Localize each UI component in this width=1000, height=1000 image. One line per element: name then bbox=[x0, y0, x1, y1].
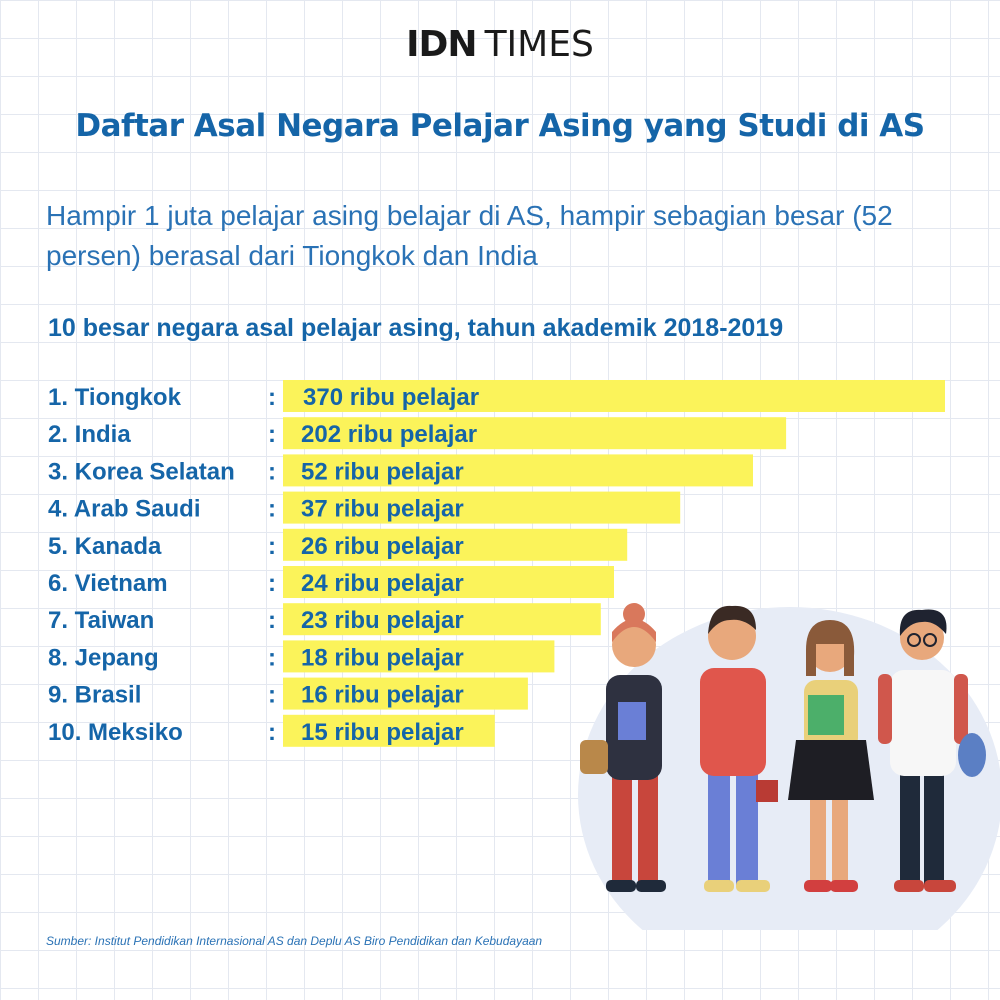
bar-10 bbox=[283, 714, 495, 747]
value-label-1: 370 ribu pelajar bbox=[303, 384, 479, 411]
category-label-1: 1. Tiongkok bbox=[48, 384, 182, 411]
chart-title: 10 besar negara asal pelajar asing, tahu… bbox=[48, 314, 784, 342]
separator-4: : bbox=[268, 496, 276, 523]
bar-2 bbox=[283, 417, 787, 450]
bar-5 bbox=[283, 528, 628, 561]
value-label-10: 15 ribu pelajar bbox=[301, 719, 464, 746]
category-label-4: 4. Arab Saudi bbox=[48, 496, 200, 523]
source-note: Sumber: Institut Pendidikan Internasiona… bbox=[46, 934, 543, 948]
category-label-3: 3. Korea Selatan bbox=[48, 458, 235, 485]
separator-6: : bbox=[268, 570, 276, 597]
value-label-3: 52 ribu pelajar bbox=[301, 458, 464, 485]
page-title: Daftar Asal Negara Pelajar Asing yang St… bbox=[75, 108, 925, 144]
bar-7 bbox=[283, 603, 601, 636]
bar-4 bbox=[283, 491, 681, 524]
value-label-7: 23 ribu pelajar bbox=[301, 607, 464, 634]
separator-2: : bbox=[268, 421, 276, 448]
student-2 bbox=[700, 605, 778, 892]
category-label-8: 8. Jepang bbox=[48, 644, 159, 671]
bar-8 bbox=[283, 640, 555, 673]
bar-3 bbox=[283, 454, 753, 487]
page-subtitle: Hampir 1 juta pelajar asing belajar di A… bbox=[46, 200, 893, 271]
category-label-6: 6. Vietnam bbox=[48, 570, 168, 597]
category-label-10: 10. Meksiko bbox=[48, 719, 183, 746]
value-label-6: 24 ribu pelajar bbox=[301, 570, 464, 597]
category-label-7: 7. Taiwan bbox=[48, 607, 154, 634]
value-label-4: 37 ribu pelajar bbox=[301, 496, 464, 523]
category-label-5: 5. Kanada bbox=[48, 533, 162, 560]
brand-logo: IDN TIMES bbox=[0, 24, 1000, 65]
separator-8: : bbox=[268, 644, 276, 671]
bar-9 bbox=[283, 677, 528, 710]
student-1 bbox=[580, 603, 666, 892]
separator-10: : bbox=[268, 719, 276, 746]
separator-9: : bbox=[268, 682, 276, 709]
category-label-2: 2. India bbox=[48, 421, 131, 448]
separator-5: : bbox=[268, 533, 276, 560]
four-students-illustration bbox=[578, 603, 1000, 930]
value-label-2: 202 ribu pelajar bbox=[301, 421, 477, 448]
value-label-8: 18 ribu pelajar bbox=[301, 644, 464, 671]
student-4 bbox=[878, 609, 986, 892]
category-label-9: 9. Brasil bbox=[48, 682, 141, 709]
separator-3: : bbox=[268, 458, 276, 485]
separator-1: : bbox=[268, 384, 276, 411]
bar-6 bbox=[283, 566, 614, 598]
value-label-9: 16 ribu pelajar bbox=[301, 682, 464, 709]
bar-1 bbox=[283, 380, 945, 412]
separator-7: : bbox=[268, 607, 276, 634]
value-label-5: 26 ribu pelajar bbox=[301, 533, 464, 560]
brand-times: TIMES bbox=[484, 24, 594, 65]
student-3 bbox=[788, 620, 874, 892]
brand-idn: IDN bbox=[406, 24, 477, 65]
